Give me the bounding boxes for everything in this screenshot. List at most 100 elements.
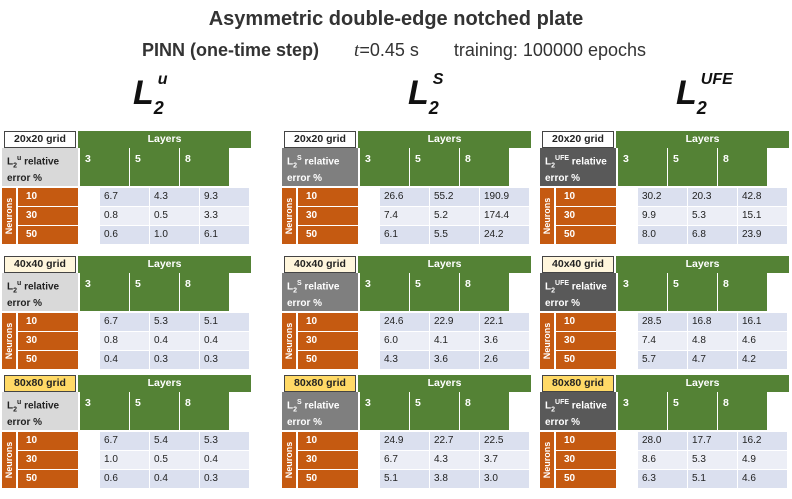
- error-value-cell: 0.4: [150, 470, 199, 488]
- error-value-cell: 15.1: [738, 207, 787, 225]
- err-subscript: 2: [551, 406, 556, 414]
- error-value-cell: 3.6: [430, 351, 479, 369]
- error-value-cell: 20.3: [688, 188, 737, 206]
- neurons-axis: Neurons: [282, 313, 296, 369]
- neurons-label: Neurons: [542, 197, 552, 235]
- neurons-axis: Neurons: [540, 188, 554, 244]
- err-line2: error %: [287, 298, 323, 310]
- error-value-cell: 3.3: [200, 207, 249, 225]
- layer-count-header: 8: [718, 148, 767, 186]
- error-value-cell: 22.1: [480, 313, 529, 331]
- error-value-cell: 6.7: [380, 451, 429, 469]
- relative-error-label: L2UFE relative error %: [540, 392, 616, 430]
- error-table: 40x40 grid Layers L2u relative error % 3 5 8 Ne…: [2, 256, 262, 369]
- error-value-cell: 0.4: [200, 451, 249, 469]
- err-line1: relative: [21, 281, 60, 293]
- error-value-cell: 28.5: [638, 313, 687, 331]
- err-prefix: L: [287, 400, 294, 412]
- error-value-cell: 0.6: [100, 470, 149, 488]
- neurons-label: Neurons: [4, 197, 14, 235]
- grid-size-label: 40x40 grid: [284, 256, 356, 273]
- error-value-cell: 16.8: [688, 313, 737, 331]
- err-line1: relative: [21, 400, 60, 412]
- layer-count-header: 8: [718, 273, 767, 311]
- err-subscript: 2: [293, 162, 298, 170]
- figure-subtitle: PINN (one-time step) t=0.45 s training: …: [142, 40, 646, 62]
- relative-error-label: L2S relative error %: [282, 392, 358, 430]
- err-subscript: 2: [551, 162, 556, 170]
- layer-count-header: 3: [360, 148, 409, 186]
- neurons-label: Neurons: [4, 441, 14, 479]
- error-value-cell: 0.4: [150, 332, 199, 350]
- error-value-cell: 6.0: [380, 332, 429, 350]
- relative-error-label: L2u relative error %: [2, 148, 78, 186]
- error-value-cell: 0.8: [100, 332, 149, 350]
- error-value-cell: 6.1: [380, 226, 429, 244]
- error-value-cell: 17.7: [688, 432, 737, 450]
- err-subscript: 2: [13, 406, 18, 414]
- err-prefix: L: [7, 281, 14, 293]
- err-superscript: S: [297, 155, 302, 162]
- layers-header: Layers: [358, 256, 531, 273]
- error-value-cell: 0.5: [150, 207, 199, 225]
- neurons-axis: Neurons: [540, 432, 554, 488]
- neurons-label: Neurons: [542, 322, 552, 360]
- error-value-cell: 42.8: [738, 188, 787, 206]
- err-superscript: UFE: [555, 155, 570, 162]
- error-value-cell: 0.3: [200, 470, 249, 488]
- layer-count-header: 5: [410, 273, 459, 311]
- neuron-count-header: 50: [298, 226, 358, 244]
- error-table: 80x80 grid Layers L2UFE relative error % 3 5 8…: [540, 375, 792, 488]
- error-value-cell: 9.3: [200, 188, 249, 206]
- training-label: training: 100000 epochs: [453, 40, 647, 60]
- neuron-count-header: 10: [298, 188, 358, 206]
- error-value-cell: 5.3: [688, 207, 737, 225]
- time-variable: t: [354, 40, 360, 61]
- error-value-cell: 24.6: [380, 313, 429, 331]
- err-line1: relative: [301, 156, 340, 168]
- error-value-cell: 30.2: [638, 188, 687, 206]
- error-value-cell: 7.4: [380, 207, 429, 225]
- error-value-cell: 16.2: [738, 432, 787, 450]
- error-value-cell: 23.9: [738, 226, 787, 244]
- error-value-cell: 4.3: [380, 351, 429, 369]
- err-subscript: 2: [293, 406, 298, 414]
- neuron-count-header: 50: [298, 470, 358, 488]
- error-value-cell: 28.0: [638, 432, 687, 450]
- neurons-label: Neurons: [4, 322, 14, 360]
- err-prefix: L: [287, 156, 294, 168]
- grid-size-label: 20x20 grid: [542, 131, 614, 148]
- neuron-count-header: 30: [18, 451, 78, 469]
- error-value-cell: 4.3: [430, 451, 479, 469]
- err-superscript: u: [17, 399, 22, 406]
- grid-size-label: 40x40 grid: [4, 256, 76, 273]
- err-subscript: 2: [293, 287, 298, 295]
- error-value-cell: 0.3: [200, 351, 249, 369]
- neuron-count-header: 30: [18, 207, 78, 225]
- error-value-cell: 8.6: [638, 451, 687, 469]
- err-line2: error %: [545, 417, 581, 429]
- err-subscript: 2: [13, 287, 18, 295]
- layer-count-header: 8: [460, 392, 509, 430]
- layer-count-header: 5: [668, 273, 717, 311]
- error-value-cell: 6.1: [200, 226, 249, 244]
- err-line1: relative: [301, 281, 340, 293]
- err-superscript: S: [297, 399, 302, 406]
- relative-error-label: L2UFE relative error %: [540, 273, 616, 311]
- err-subscript: 2: [13, 162, 18, 170]
- neurons-label: Neurons: [284, 197, 294, 235]
- error-value-cell: 5.3: [200, 432, 249, 450]
- neurons-label: Neurons: [542, 441, 552, 479]
- error-table: 20x20 grid Layers L2S relative error % 3 5 8 Ne…: [282, 131, 542, 244]
- error-value-cell: 0.4: [200, 332, 249, 350]
- layer-count-header: 5: [130, 392, 179, 430]
- error-value-cell: 5.1: [380, 470, 429, 488]
- error-value-cell: 24.2: [480, 226, 529, 244]
- neuron-count-header: 10: [556, 313, 616, 331]
- err-line2: error %: [7, 173, 43, 185]
- error-value-cell: 4.6: [738, 332, 787, 350]
- metric-subscript: 2: [428, 98, 439, 118]
- neuron-count-header: 10: [18, 188, 78, 206]
- error-table: 80x80 grid Layers L2u relative error % 3 5 8 Ne…: [2, 375, 262, 488]
- metric-heading: L2 u: [133, 71, 168, 118]
